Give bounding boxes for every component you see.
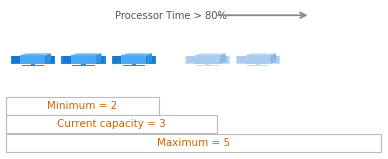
Polygon shape	[71, 55, 96, 64]
Bar	[72, 65, 95, 66]
Polygon shape	[71, 53, 102, 55]
Bar	[237, 56, 279, 63]
Bar	[22, 65, 44, 66]
Polygon shape	[270, 53, 276, 64]
Bar	[31, 64, 35, 65]
Text: Current capacity = 3: Current capacity = 3	[57, 119, 166, 129]
Bar	[11, 55, 55, 64]
Polygon shape	[195, 53, 226, 55]
Polygon shape	[246, 53, 276, 55]
Polygon shape	[246, 55, 270, 64]
Bar	[61, 55, 106, 64]
Text: Maximum = 5: Maximum = 5	[157, 138, 230, 148]
Polygon shape	[220, 53, 226, 64]
Bar	[12, 56, 54, 63]
Bar	[247, 65, 269, 66]
Polygon shape	[121, 55, 146, 64]
Bar	[236, 55, 280, 64]
Polygon shape	[96, 53, 102, 64]
Bar	[132, 64, 136, 65]
Text: Processor Time > 80%: Processor Time > 80%	[115, 11, 227, 21]
Bar	[81, 64, 86, 65]
Polygon shape	[121, 53, 152, 55]
Polygon shape	[45, 53, 51, 64]
Bar	[63, 56, 104, 63]
Polygon shape	[21, 53, 51, 55]
Bar	[123, 65, 145, 66]
Bar	[256, 64, 260, 65]
Bar	[113, 56, 154, 63]
Polygon shape	[146, 53, 152, 64]
Bar	[112, 55, 156, 64]
Bar	[196, 65, 219, 66]
Bar	[6, 115, 217, 133]
Bar	[6, 134, 381, 152]
Bar	[6, 97, 159, 115]
Bar	[205, 64, 210, 65]
Polygon shape	[195, 55, 220, 64]
Text: Minimum = 2: Minimum = 2	[47, 101, 118, 111]
Polygon shape	[21, 55, 45, 64]
Bar	[187, 56, 228, 63]
Bar	[185, 55, 230, 64]
